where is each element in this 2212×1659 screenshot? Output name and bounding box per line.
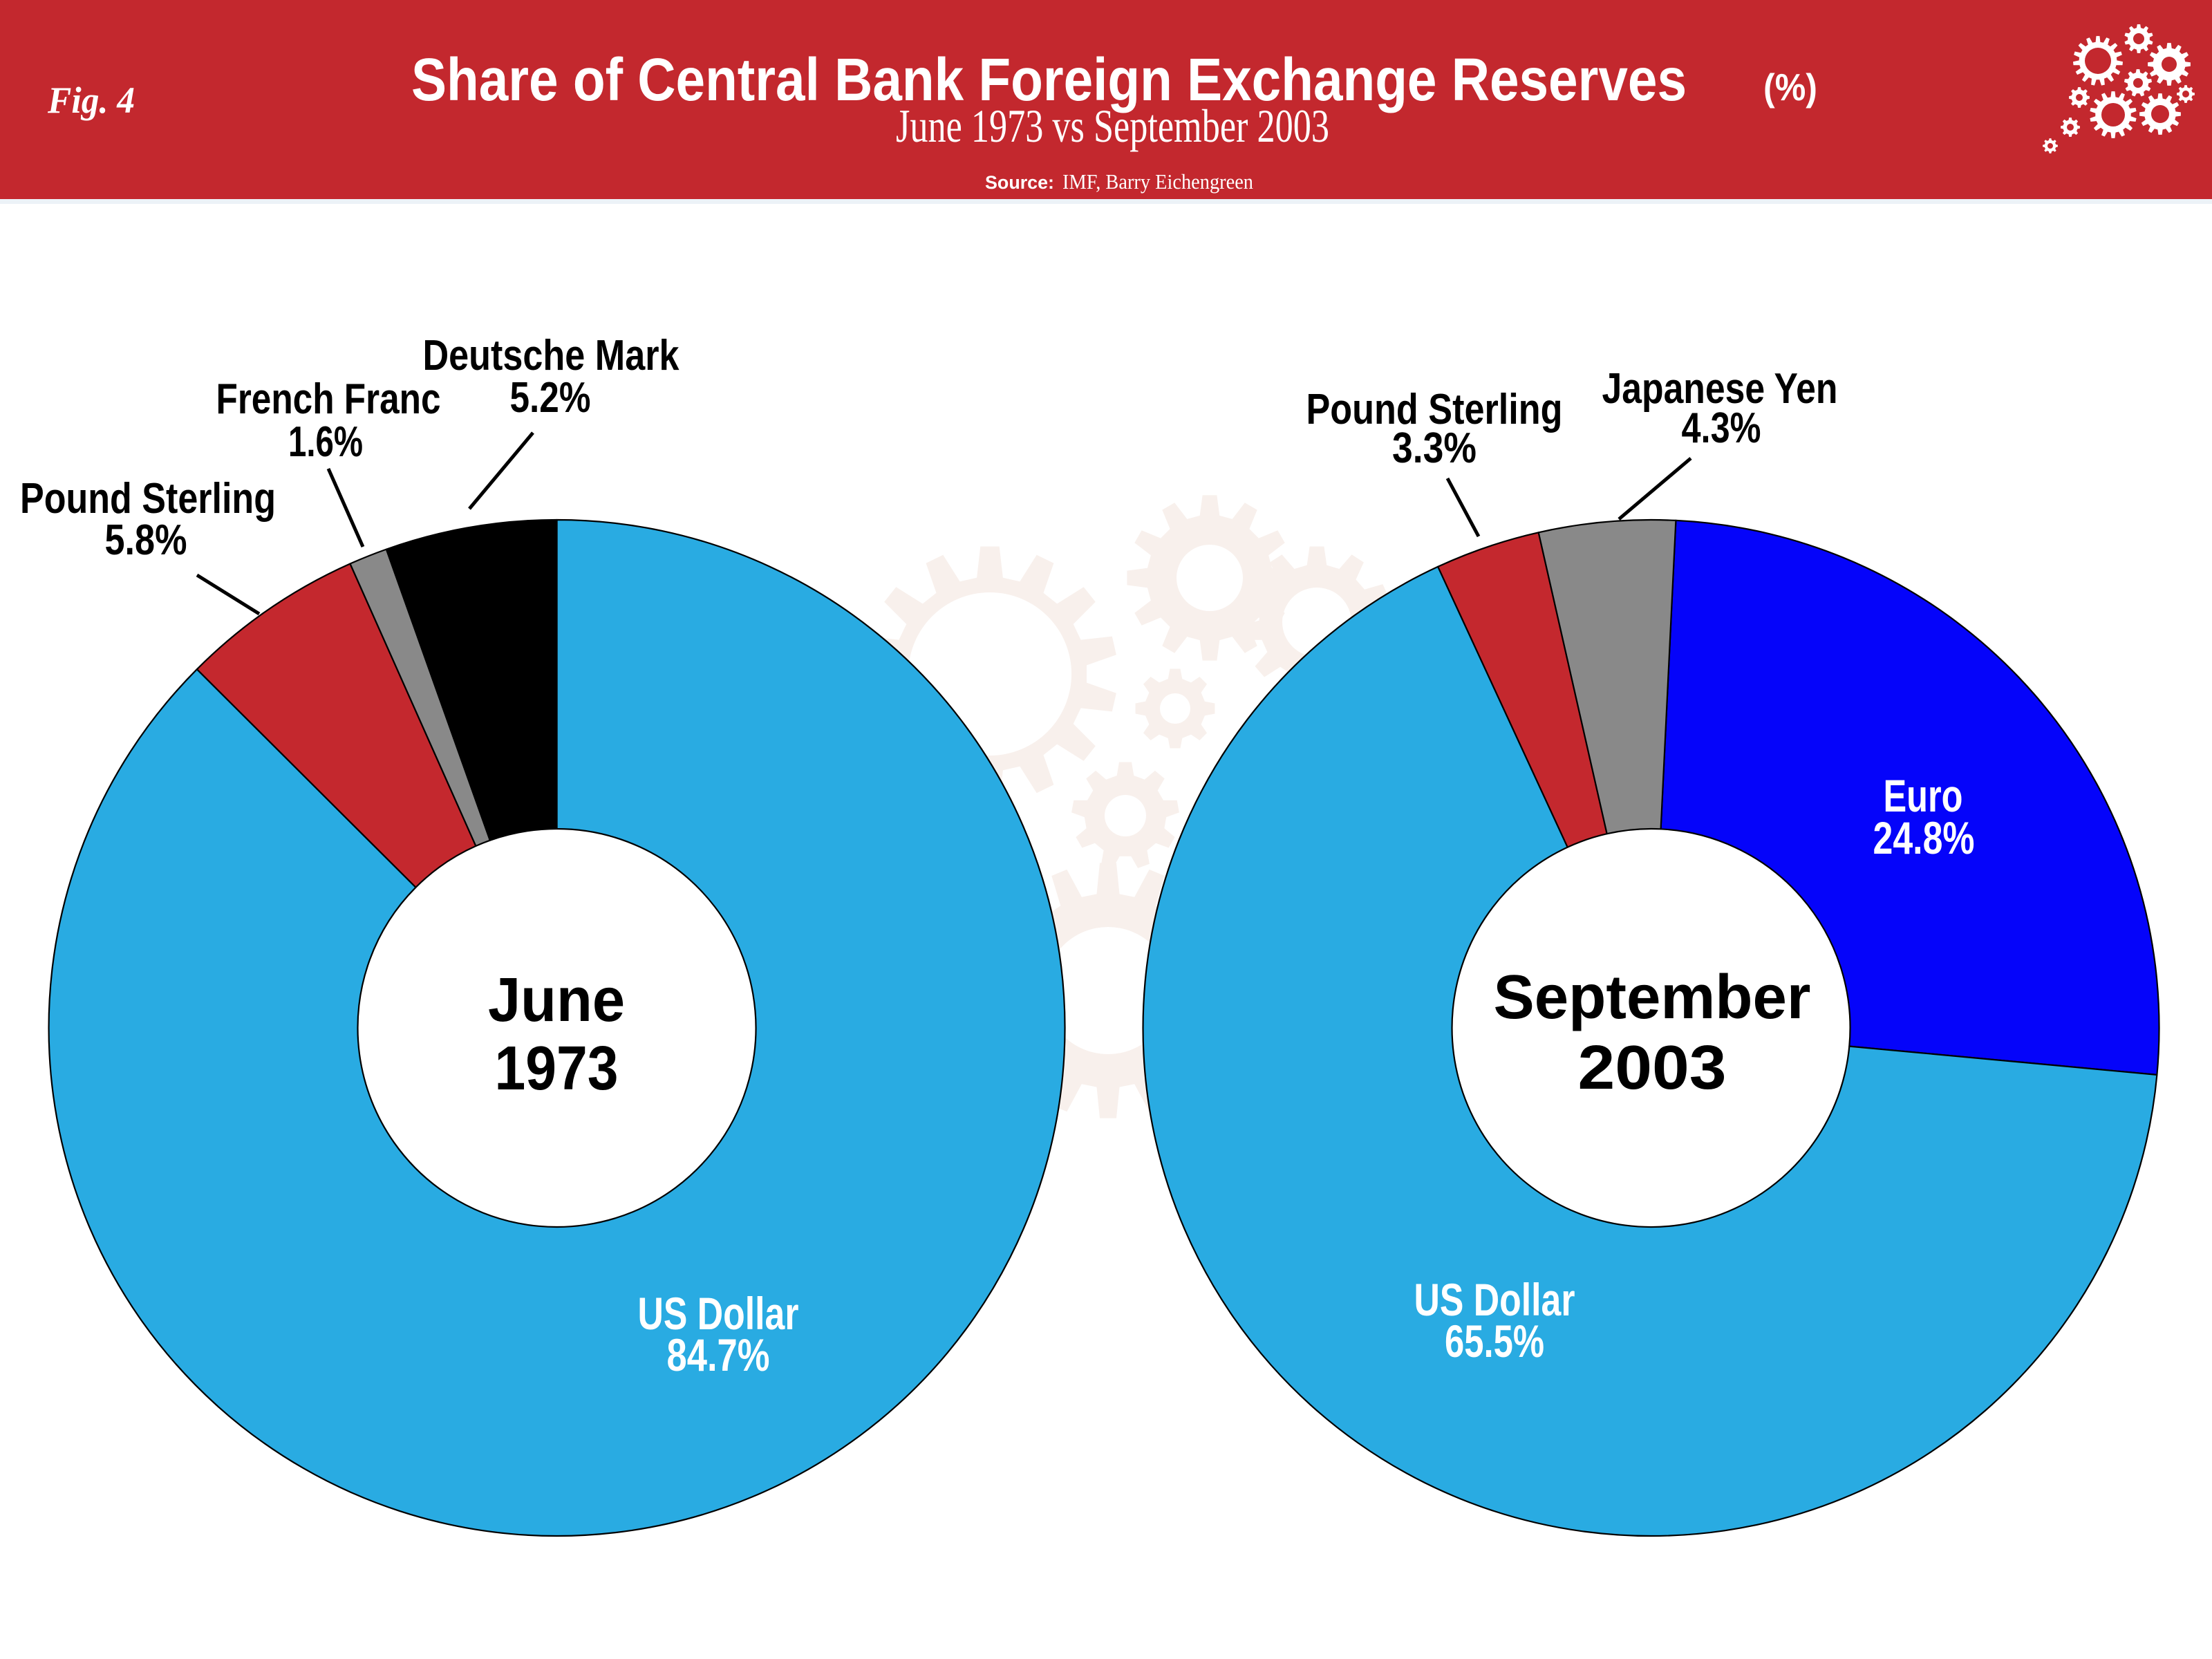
svg-text:4.3%: 4.3% [1682,404,1761,452]
svg-text:June: June [488,966,625,1035]
svg-text:Euro: Euro [1884,770,1963,821]
svg-text:Pound Sterling: Pound Sterling [20,475,276,523]
svg-text:June 1973 vs September 2003: June 1973 vs September 2003 [896,100,1329,152]
svg-text:84.7%: 84.7% [667,1329,770,1380]
svg-text:Share of Central Bank Foreign: Share of Central Bank Foreign Exchange R… [411,46,1687,113]
svg-text:5.2%: 5.2% [510,374,591,422]
svg-text:Source:: Source: [985,172,1054,193]
svg-text:Japanese Yen: Japanese Yen [1602,365,1838,413]
svg-text:65.5%: 65.5% [1445,1315,1544,1367]
svg-text:1973: 1973 [495,1034,619,1103]
svg-text:September: September [1494,963,1811,1032]
svg-text:1.6%: 1.6% [288,418,363,466]
svg-text:(%): (%) [1763,66,1817,109]
svg-text:Pound Sterling: Pound Sterling [1306,386,1563,433]
svg-text:Fig. 4: Fig. 4 [47,79,135,121]
svg-text:IMF, Barry Eichengreen: IMF, Barry Eichengreen [1062,169,1253,194]
svg-text:US Dollar: US Dollar [638,1288,799,1339]
svg-text:24.8%: 24.8% [1873,812,1975,863]
svg-text:Deutsche Mark: Deutsche Mark [423,332,679,379]
svg-text:3.3%: 3.3% [1392,424,1477,472]
svg-text:5.8%: 5.8% [105,516,187,564]
svg-text:2003: 2003 [1578,1033,1727,1103]
svg-text:US Dollar: US Dollar [1414,1274,1575,1325]
svg-text:French Franc: French Franc [216,375,441,423]
